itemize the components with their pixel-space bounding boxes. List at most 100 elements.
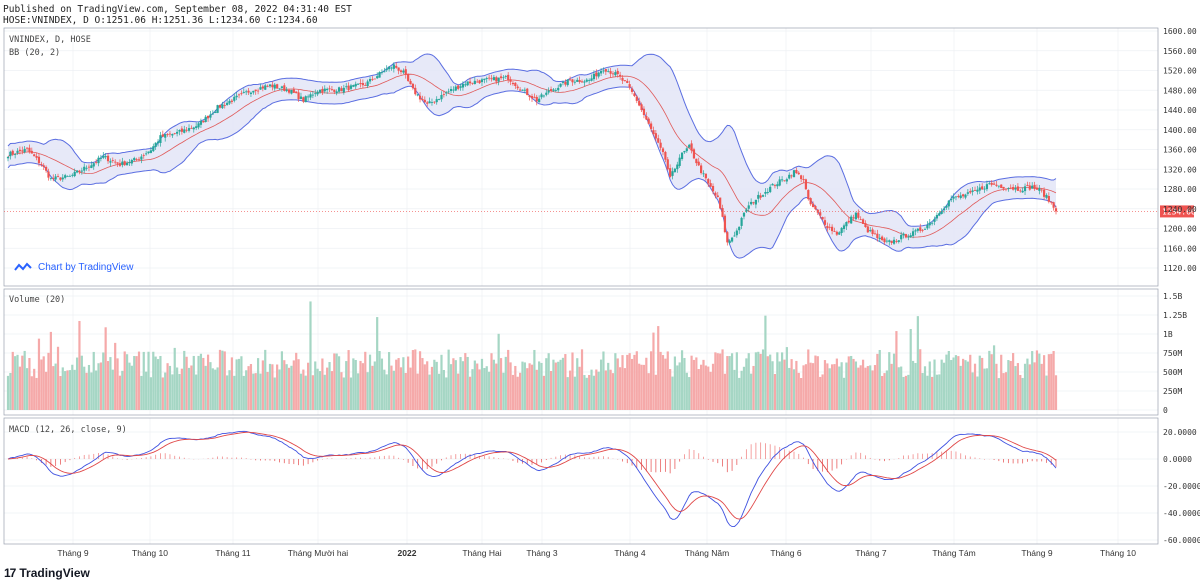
candle-body — [530, 95, 534, 99]
price-tick-label: 1360.00 — [1163, 146, 1197, 155]
volume-bar — [287, 367, 291, 410]
candle-body — [1007, 188, 1010, 189]
candle-body — [657, 138, 660, 143]
volume-bar — [464, 353, 467, 410]
volume-bar — [164, 372, 167, 410]
volume-bar — [480, 358, 484, 410]
volume-tick-label: 1B — [1163, 330, 1173, 339]
candle-body — [754, 199, 757, 205]
candle-body — [742, 212, 746, 217]
volume-bar — [769, 354, 772, 410]
volume-bar — [707, 366, 710, 410]
volume-bar — [64, 371, 67, 410]
candle-body — [969, 191, 972, 193]
price-tick-label: 1400.00 — [1163, 126, 1197, 135]
candle-body — [435, 99, 438, 103]
volume-bar — [83, 366, 86, 410]
volume-bar — [476, 363, 479, 410]
volume-bar — [940, 359, 943, 410]
candle-body — [630, 88, 634, 92]
volume-bar — [811, 363, 815, 410]
price-pane-border — [3, 27, 1159, 287]
candle-body — [259, 87, 262, 90]
time-tick-label: Tháng 4 — [614, 548, 645, 558]
volume-bar — [1040, 363, 1043, 410]
volume-bar — [438, 373, 441, 410]
candle-body — [387, 66, 391, 70]
candle-body — [37, 156, 41, 164]
volume-bar — [75, 357, 79, 410]
volume-bar — [847, 356, 850, 410]
candle-body — [1009, 187, 1012, 189]
volume-bar — [780, 352, 784, 410]
volume-bar — [819, 376, 822, 410]
candle-body — [366, 81, 369, 86]
candle-body — [835, 231, 838, 235]
volume-bar — [609, 369, 612, 410]
last-price-label: 1234.60 — [1162, 207, 1196, 216]
volume-bar — [142, 351, 145, 410]
volume-bar — [492, 359, 495, 410]
volume-bar — [938, 374, 941, 410]
time-tick-label: Tháng 6 — [770, 548, 801, 558]
volume-bar — [740, 370, 743, 410]
candle-body — [61, 177, 64, 180]
chart-by-tradingview-watermark[interactable]: Chart by TradingView — [14, 261, 133, 273]
candle-body — [721, 208, 724, 217]
footer-brand[interactable]: 17 TradingView — [4, 566, 90, 580]
volume-bar — [599, 359, 603, 410]
volume-bar — [904, 375, 908, 410]
volume-bar — [230, 357, 233, 410]
volume-bar — [247, 366, 250, 410]
volume-bar — [118, 375, 122, 410]
volume-bar — [297, 359, 300, 410]
volume-bar — [228, 370, 231, 410]
volume-bar — [233, 375, 236, 410]
volume-bar — [881, 375, 884, 410]
volume-bar — [268, 363, 272, 410]
bb-basis-line — [7, 73, 1057, 238]
candle-body — [256, 90, 260, 92]
candle-body — [1045, 194, 1048, 198]
volume-bar — [966, 361, 969, 410]
macd-tick-label: 20.0000 — [1163, 428, 1197, 437]
volume-bar — [71, 364, 74, 410]
volume-bar — [511, 374, 515, 410]
macd-tick-label: -20.0000 — [1163, 482, 1200, 491]
volume-bar — [683, 357, 686, 410]
volume-bar — [526, 368, 529, 410]
candle-body — [976, 189, 979, 192]
volume-bar — [178, 373, 181, 410]
volume-bar — [797, 372, 800, 410]
candle-body — [145, 153, 148, 155]
volume-bar — [192, 355, 195, 410]
volume-bar — [954, 355, 958, 410]
volume-bar — [709, 371, 712, 410]
volume-bar — [216, 367, 219, 410]
volume-bar — [14, 356, 17, 410]
candle-body — [452, 89, 455, 91]
candle-body — [280, 86, 284, 88]
candle-body — [664, 151, 667, 160]
candle-body — [90, 165, 93, 169]
candle-body — [28, 147, 31, 152]
volume-bar — [195, 374, 198, 410]
candle-body — [447, 91, 450, 93]
candle-body — [554, 89, 557, 91]
volume-bar — [171, 374, 174, 410]
volume-bar — [626, 354, 629, 410]
candle-body — [6, 156, 10, 159]
volume-bar — [507, 349, 510, 410]
tradingview-logo-icon: 17 — [4, 566, 16, 580]
candle-body — [1004, 188, 1008, 190]
candle-body — [590, 78, 593, 81]
candle-body — [716, 195, 719, 198]
candle-body — [11, 150, 14, 155]
candle-body — [907, 236, 910, 238]
volume-bar — [447, 349, 450, 410]
volume-bar — [542, 375, 546, 410]
candle-body — [140, 156, 143, 160]
volume-bar — [833, 364, 836, 410]
volume-bar — [642, 364, 646, 410]
volume-bar — [754, 352, 757, 410]
